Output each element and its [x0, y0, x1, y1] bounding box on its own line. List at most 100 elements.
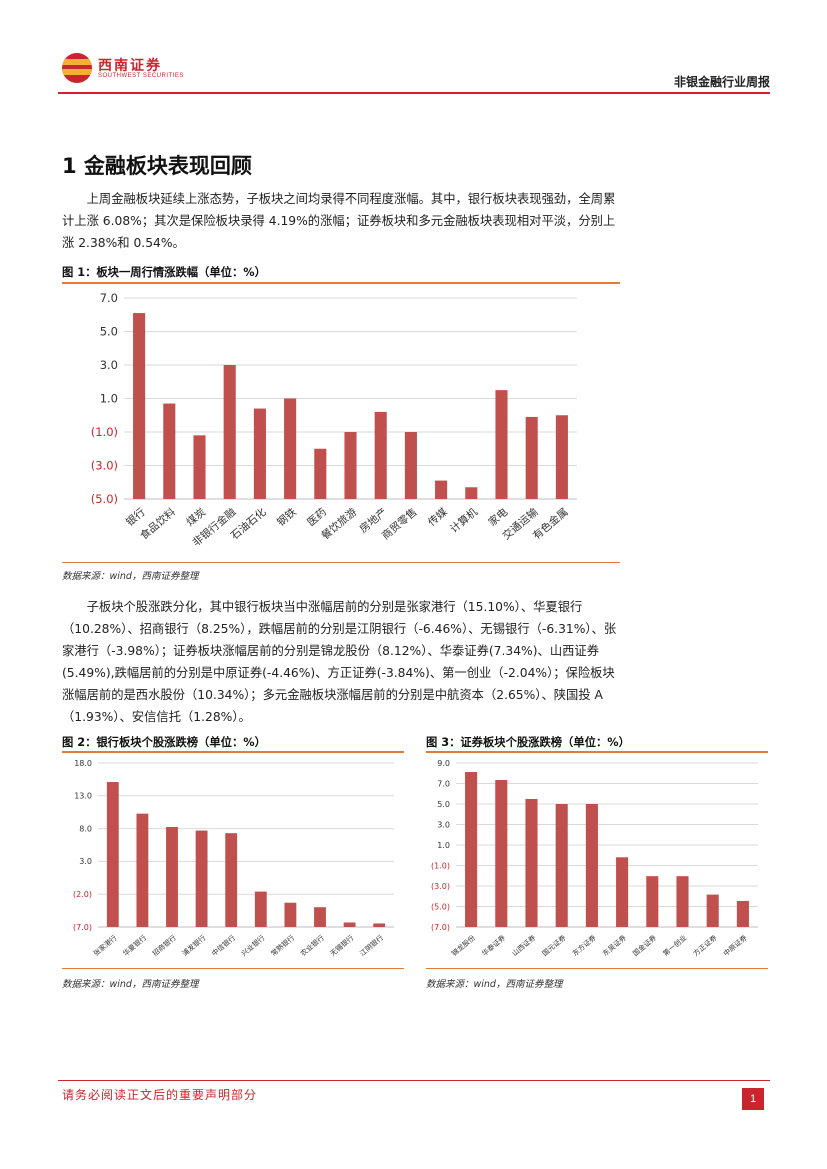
y-tick-label: 9.0 — [437, 759, 450, 768]
securities-stocks-ranking-chart: 9.0 7.0 5.0 3.0 1.0 (1.0) (3.0) (5.0) (7.0)锦龙股份华… — [431, 759, 758, 958]
y-tick-label: 3.0 — [79, 857, 92, 866]
x-category-label: 传媒 — [425, 505, 450, 529]
bar — [314, 907, 326, 927]
x-category-label: 钢铁 — [274, 505, 299, 529]
bar — [284, 398, 297, 499]
y-tick-label: (1.0) — [431, 861, 450, 870]
x-category-label: 华夏银行 — [121, 933, 148, 958]
y-tick-label: 3.0 — [437, 820, 450, 829]
x-category-label: 家电 — [486, 505, 511, 529]
bar — [525, 416, 538, 499]
paragraph-stock-performance: 子板块个股涨跌分化，其中银行板块当中涨幅居前的分别是张家港行（15.10%）、华… — [62, 600, 617, 724]
figure-3-bottom-rule — [426, 968, 768, 969]
header-divider — [58, 92, 770, 94]
x-category-label: 中原证券 — [721, 933, 748, 958]
x-category-label: 无锡银行 — [328, 933, 355, 958]
figure-2-bottom-rule — [62, 968, 404, 969]
bar — [555, 804, 568, 927]
x-category-label: 招商银行 — [151, 933, 178, 958]
y-tick-label: (3.0) — [91, 459, 118, 473]
bar — [133, 313, 146, 499]
bar — [193, 435, 206, 499]
figure-3-caption: 图 3：证券板块个股涨跌榜（单位：%） — [426, 736, 630, 749]
bar — [163, 403, 176, 499]
y-tick-label: 7.0 — [437, 779, 450, 788]
bar — [373, 923, 386, 927]
x-category-label: 张家港行 — [91, 933, 118, 958]
bar — [495, 390, 508, 499]
brand-name-en: SOUTHWEST SECURITIES — [98, 73, 184, 79]
x-category-label: 医药 — [305, 506, 329, 529]
y-tick-label: 18.0 — [74, 759, 92, 768]
bar — [166, 826, 178, 927]
bar — [555, 415, 568, 499]
y-tick-label: (1.0) — [91, 425, 118, 439]
bar — [404, 432, 417, 499]
y-tick-label: 5.0 — [100, 325, 118, 339]
y-tick-label: 13.0 — [74, 792, 92, 801]
x-category-label: 锦龙股份 — [450, 933, 477, 958]
bar — [374, 411, 387, 499]
bar — [253, 408, 266, 499]
page-number: 1 — [742, 1088, 764, 1110]
bar — [106, 782, 119, 927]
y-tick-label: (5.0) — [431, 902, 450, 911]
bar — [495, 780, 508, 927]
x-category-label: 第一创业 — [661, 933, 688, 958]
bar — [706, 894, 719, 927]
bar — [344, 432, 357, 499]
x-category-label: 计算机 — [447, 505, 480, 536]
bar — [616, 857, 629, 927]
bar — [195, 830, 208, 927]
x-category-label: 银行 — [123, 505, 148, 529]
bar — [136, 813, 149, 927]
bar — [465, 772, 478, 927]
y-tick-label: 1.0 — [437, 841, 450, 850]
x-category-label: 兴业银行 — [239, 933, 266, 958]
x-category-label: 江阴银行 — [358, 933, 385, 958]
brand-name: 西南证券 — [98, 58, 162, 74]
figure-3-top-rule — [426, 751, 768, 753]
x-category-label: 煤炭 — [184, 505, 209, 529]
figure-2-caption: 图 2：银行板块个股涨跌榜（单位：%） — [62, 736, 266, 749]
bar — [225, 833, 238, 927]
bar — [676, 876, 689, 927]
x-category-label: 东方证券 — [570, 933, 597, 958]
y-tick-label: (2.0) — [73, 890, 92, 899]
y-tick-label: (3.0) — [431, 882, 450, 891]
figure-1-caption: 图 1：板块一周行情涨跌幅（单位：%） — [62, 266, 266, 279]
y-tick-label: (7.0) — [73, 923, 92, 932]
bar — [314, 448, 327, 499]
x-category-label: 中信银行 — [210, 933, 237, 958]
y-tick-label: 1.0 — [100, 392, 118, 406]
bar — [223, 365, 236, 499]
paragraph-summary: 上周金融板块延续上涨态势，子板块之间均录得不同程度涨幅。其中，银行板块表现强劲，… — [62, 192, 616, 250]
figure-1-bottom-rule — [62, 562, 620, 563]
figure-3-source: 数据来源：wind，西南证券整理 — [426, 979, 563, 990]
x-category-label: 山西证券 — [510, 933, 537, 958]
figure-1-source: 数据来源：wind，西南证券整理 — [62, 571, 199, 582]
x-category-label: 浦发银行 — [180, 933, 207, 958]
bar — [435, 480, 448, 499]
section-title: 1 金融板块表现回顾 — [62, 154, 252, 178]
y-tick-label: (7.0) — [431, 923, 450, 932]
bar — [736, 900, 749, 927]
x-category-label: 国元证券 — [540, 933, 567, 958]
y-tick-label: (5.0) — [91, 492, 118, 506]
report-type: 非银金融行业周报 — [673, 75, 770, 89]
figure-2-top-rule — [62, 751, 404, 753]
bar — [343, 922, 356, 927]
footer-divider — [58, 1080, 770, 1081]
figure-2-source: 数据来源：wind，西南证券整理 — [62, 979, 199, 990]
bar — [284, 902, 297, 927]
bar — [585, 804, 598, 927]
bank-stocks-ranking-chart: 18.0 13.0 8.0 3.0 (2.0) (7.0)张家港行 华夏银行 招商银行 浦发银行… — [73, 759, 394, 958]
y-tick-label: 3.0 — [100, 358, 118, 372]
x-category-label: 常熟银行 — [269, 933, 296, 958]
bar — [254, 891, 267, 927]
bar — [525, 798, 538, 927]
x-category-label: 华泰证券 — [480, 933, 507, 958]
page-header: 西南证券 SOUTHWEST SECURITIES 非银金融行业周报 — [58, 45, 770, 93]
logo-icon — [62, 53, 92, 83]
x-category-label: 东吴证券 — [601, 933, 628, 958]
